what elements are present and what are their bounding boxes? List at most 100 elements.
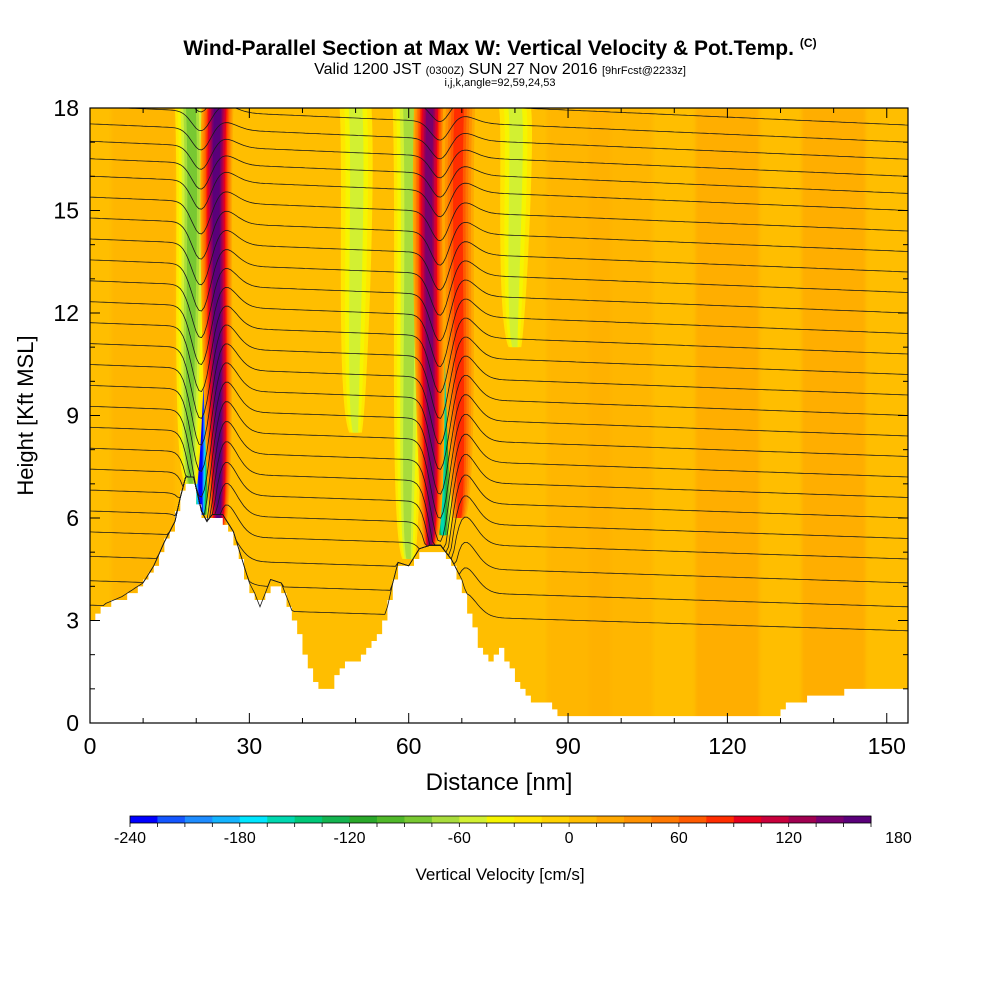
chart-subtitle: Valid 1200 JST (0300Z) SUN 27 Nov 2016 [… [0, 61, 1000, 79]
colorbar-tick-label: 180 [885, 830, 912, 847]
isentrope-line [90, 441, 908, 550]
chart-title: Wind-Parallel Section at Max W: Vertical… [0, 36, 1000, 61]
colorbar-swatch [212, 816, 241, 823]
colorbar-tick-label: 0 [565, 830, 574, 847]
x-axis-label: Distance [nm] [426, 769, 573, 796]
terrain-mask [90, 483, 908, 723]
colorbar-swatch [267, 816, 296, 823]
y-axis-label: Height [Kft MSL] [13, 335, 38, 495]
colorbar-tick-label: 60 [670, 830, 688, 847]
isentrope-line [90, 324, 908, 419]
colorbar-tick-label: -60 [448, 830, 471, 847]
isentrope-line [194, 108, 908, 126]
axes: 0 30 60 90 120 150 0 3 6 9 12 15 18 Distance [nm] Heig… [13, 95, 908, 796]
isentrope-line [90, 37, 908, 74]
isentrope-line [90, 401, 908, 519]
valid-date: SUN 27 Nov 2016 [468, 61, 598, 78]
colorbar-swatch [239, 816, 268, 823]
isentrope-line [90, 421, 908, 542]
colorbar-swatch [761, 816, 790, 823]
colorbar-swatch [843, 816, 872, 823]
x-tick-label: 90 [555, 733, 581, 759]
downdraft-band [508, 108, 523, 348]
colorbar-tick-label: -180 [224, 830, 256, 847]
isentrope-line [90, 362, 908, 472]
isentrope-line [90, 343, 908, 446]
weak-updraft-patch [801, 108, 866, 723]
isentrope-line [90, 171, 908, 218]
chart-title-text: Wind-Parallel Section at Max W: Vertical… [183, 37, 794, 60]
colorbar-swatch [486, 816, 515, 823]
colorbar-swatch [816, 816, 845, 823]
y-tick-label: 6 [66, 505, 79, 531]
isentrope-line [90, 230, 908, 291]
y-tick-label: 3 [66, 608, 79, 634]
copyright-mark: (C) [799, 36, 817, 50]
isentropes [90, 37, 908, 632]
colorbar-swatch [788, 816, 817, 823]
section-params: i,j,k,angle=92,59,24,53 [444, 77, 556, 89]
colorbar-swatch [431, 816, 460, 823]
isentrope-line [90, 210, 908, 266]
colorbar-swatch [130, 816, 158, 823]
colorbar-swatch [322, 816, 351, 823]
y-tick-label: 12 [53, 300, 79, 326]
isentrope-line [90, 476, 908, 560]
isentrope-line [90, 191, 908, 242]
y-tick-label: 9 [66, 403, 79, 429]
colorbar-tick-label: 120 [775, 830, 802, 847]
colorbar-swatch [678, 816, 707, 823]
weak-updraft-patch [695, 108, 760, 723]
isentrope-line [90, 249, 908, 316]
colorbar-swatch [569, 816, 598, 823]
colorbar-swatch [404, 816, 433, 823]
colorbar-swatch [184, 816, 213, 823]
colorbar-tick-label: -240 [114, 830, 146, 847]
colorbar-swatch [651, 816, 680, 823]
colorbar-swatch [514, 816, 543, 823]
x-tick-label: 0 [84, 733, 97, 759]
y-tick-label: 0 [66, 710, 79, 736]
colorbar-swatch [733, 816, 762, 823]
updraft-band [212, 108, 222, 536]
colorbar-swatch [349, 816, 378, 823]
colorbar-swatch [294, 816, 323, 823]
isentrope-line [90, 54, 908, 91]
colorbar: -240 -180 -120 -60 0 60 120 180 Vertical Velocit… [114, 815, 912, 884]
colorbar-swatch [596, 816, 625, 823]
colorbar-swatch [624, 816, 652, 823]
colorbar-swatch [377, 816, 405, 823]
plot-area [89, 37, 909, 724]
colorbar-swatch [459, 816, 488, 823]
isentrope-line [90, 138, 908, 179]
updraft-band [425, 108, 434, 546]
isentrope-line [90, 305, 908, 393]
x-tick-label: 120 [708, 733, 746, 759]
colorbar-swatch [541, 816, 570, 823]
isentrope-line [90, 476, 908, 584]
isentrope-line [90, 155, 908, 198]
x-tick-label: 60 [396, 733, 422, 759]
velocity-field [90, 37, 908, 723]
y-tick-label: 18 [53, 95, 79, 121]
valid-time: Valid 1200 JST [314, 61, 422, 78]
forecast-run: [9hrFcst@2233z] [601, 65, 686, 77]
colorbar-label: Vertical Velocity [cm/s] [415, 865, 584, 884]
isentrope-line [116, 108, 908, 143]
y-tick-label: 15 [53, 198, 79, 224]
colorbar-tick-label: -120 [334, 830, 366, 847]
isentrope-line [90, 122, 908, 160]
colorbar-frame [129, 815, 872, 824]
x-tick-label: 30 [237, 733, 263, 759]
isentrope-line [90, 476, 908, 557]
valid-utc: (0300Z) [425, 65, 465, 77]
weak-updraft-patch [589, 108, 654, 723]
isentrope-line [90, 381, 908, 498]
isentrope-line [90, 268, 908, 342]
colorbar-swatch [706, 816, 735, 823]
colorbar-swatch [157, 816, 186, 823]
isentrope-line [90, 286, 908, 368]
isentrope-line [90, 462, 908, 553]
isentrope-line [899, 108, 908, 109]
